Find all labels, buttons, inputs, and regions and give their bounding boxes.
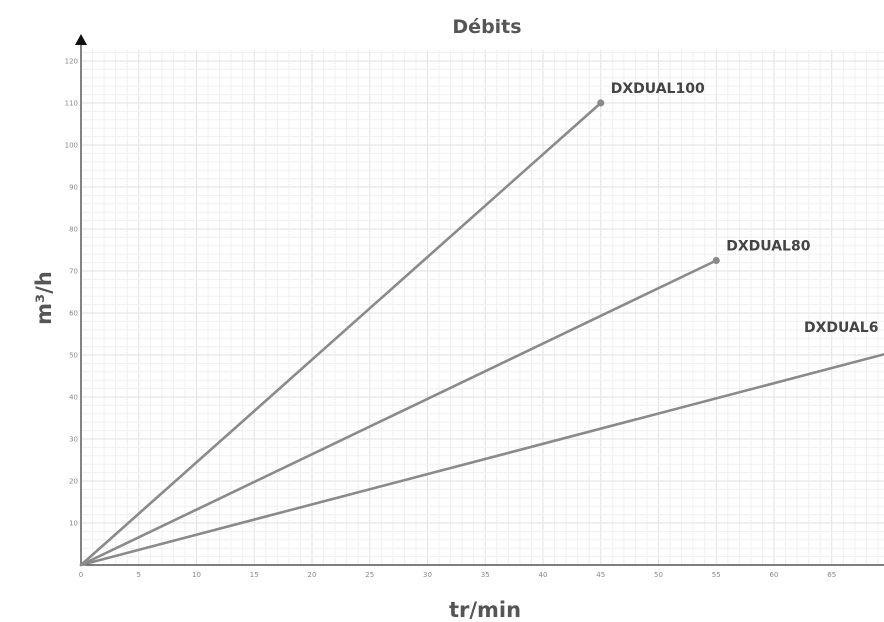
tick-labels: 0 5 10 15 20 25 30 35 40 45 50 55 60 65 10 20 30 40 50 60 70… bbox=[65, 58, 837, 580]
y-tick-label: 120 bbox=[65, 58, 78, 66]
y-tick-label: 90 bbox=[69, 184, 78, 192]
x-tick-label: 5 bbox=[137, 571, 141, 579]
x-tick-label: 30 bbox=[423, 571, 432, 579]
x-tick-label: 15 bbox=[250, 571, 259, 579]
x-tick-label: 65 bbox=[827, 571, 836, 579]
x-tick-label: 10 bbox=[192, 571, 201, 579]
y-tick-label: 100 bbox=[65, 142, 78, 150]
axes bbox=[75, 34, 884, 566]
series-label-dxdual80: DXDUAL80 bbox=[726, 239, 810, 255]
y-tick-label: 60 bbox=[69, 310, 78, 318]
y-tick-label: 70 bbox=[69, 268, 78, 276]
series-line-dxdual6 bbox=[79, 352, 884, 567]
series-line-dxdual80 bbox=[79, 259, 718, 567]
series-endpoint-marker bbox=[712, 256, 720, 265]
x-axis-label: tr/min bbox=[449, 598, 521, 622]
series: DXDUAL100 DXDUAL80 DXDUAL6 bbox=[79, 81, 884, 567]
x-tick-label: 60 bbox=[770, 571, 779, 579]
x-tick-label: 40 bbox=[539, 571, 548, 579]
y-tick-label: 30 bbox=[69, 436, 78, 444]
x-tick-label: 35 bbox=[481, 571, 490, 579]
x-tick-label: 25 bbox=[365, 571, 374, 579]
x-tick-label: 0 bbox=[79, 571, 83, 579]
x-tick-label: 55 bbox=[712, 571, 721, 579]
x-tick-label: 50 bbox=[654, 571, 663, 579]
x-tick-label: 20 bbox=[308, 571, 317, 579]
y-tick-label: 80 bbox=[69, 226, 78, 234]
x-tick-label: 45 bbox=[596, 571, 605, 579]
series-endpoint-marker bbox=[597, 99, 605, 107]
y-axis-label: m³/h bbox=[32, 271, 56, 325]
y-tick-label: 50 bbox=[69, 352, 78, 360]
series-label-dxdual100: DXDUAL100 bbox=[611, 81, 705, 97]
y-tick-label: 110 bbox=[65, 100, 78, 108]
y-tick-label: 20 bbox=[69, 478, 78, 486]
chart-title: Débits bbox=[452, 16, 521, 38]
grid bbox=[81, 50, 884, 565]
y-tick-label: 40 bbox=[69, 394, 78, 402]
y-tick-label: 10 bbox=[69, 520, 78, 528]
series-line-dxdual100 bbox=[79, 101, 603, 567]
series-label-dxdual6: DXDUAL6 bbox=[804, 320, 878, 336]
y-axis-arrow-icon bbox=[75, 34, 87, 45]
